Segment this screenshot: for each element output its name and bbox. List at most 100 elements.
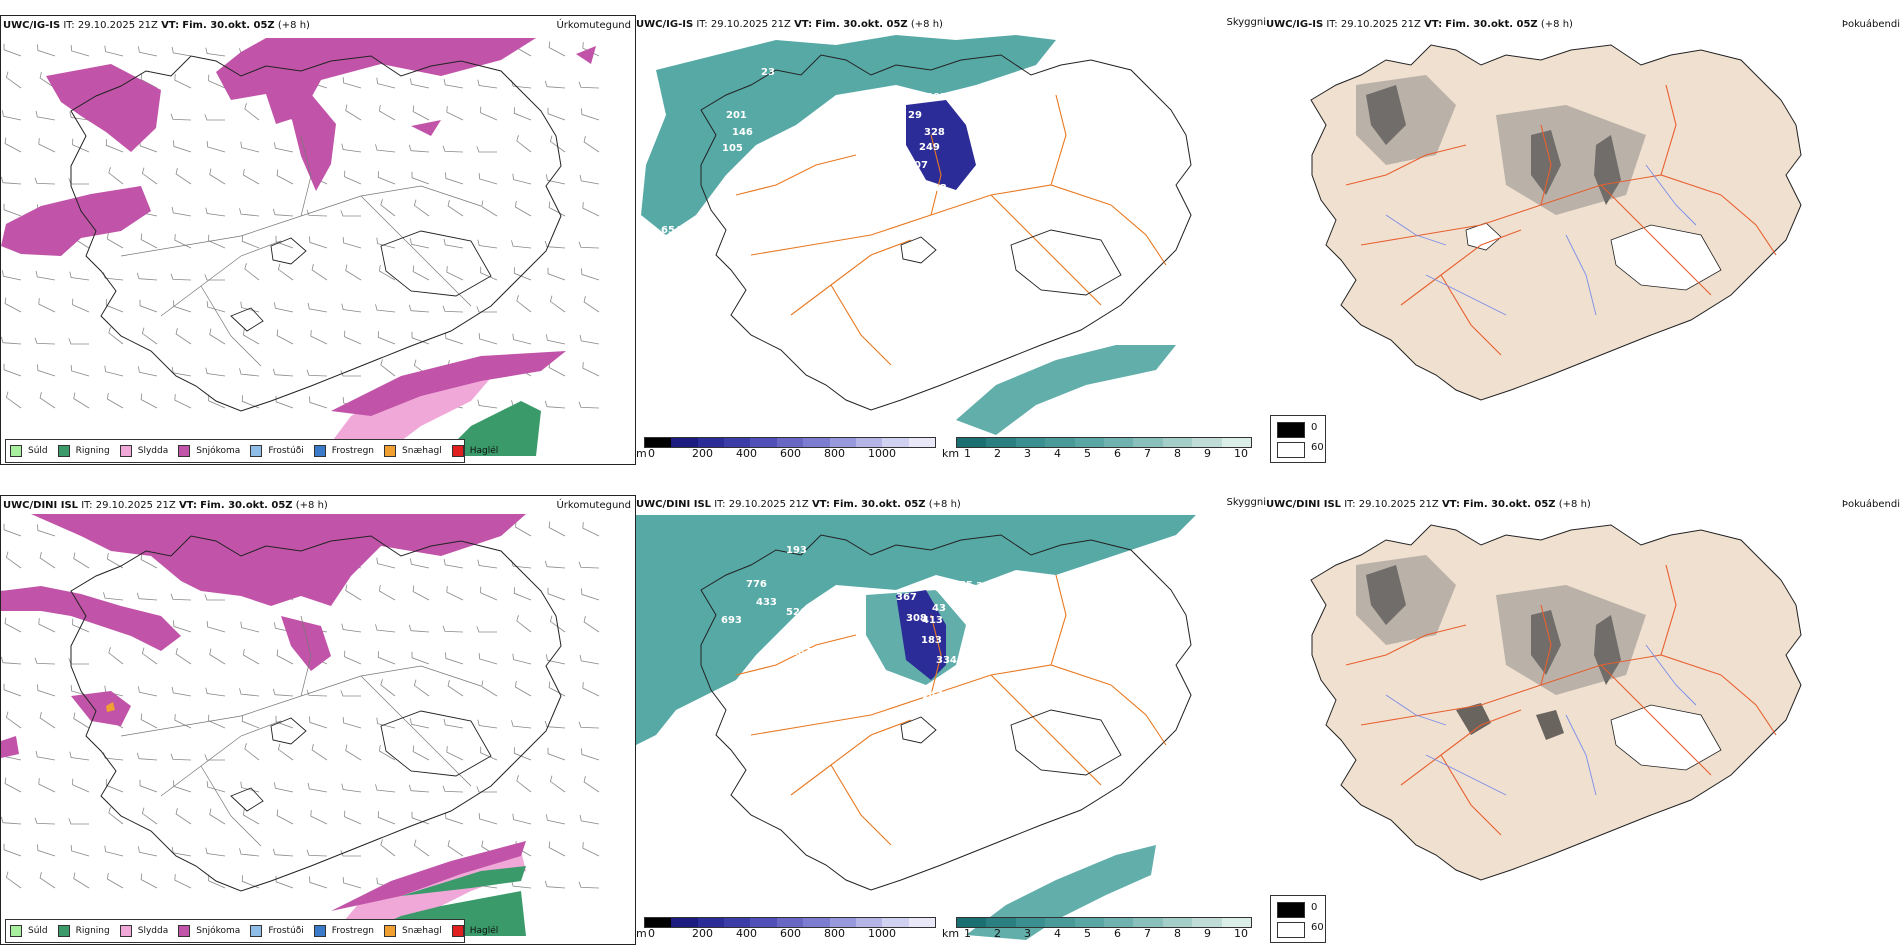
precip-legend-item: Slydda <box>119 445 169 457</box>
colorbar-segment <box>750 438 777 447</box>
precip-title: Úrkomutegund <box>556 20 631 31</box>
precip-title: Úrkomutegund <box>556 500 631 511</box>
cloud-base-label: 146 <box>732 127 753 138</box>
precip-legend: Súld Rigning Slydda Snjókoma Frostúði Frostre… <box>5 439 498 463</box>
colorbar-segment <box>645 438 672 447</box>
precip-panel-row2: UWC/DINI ISL IT: 29.10.2025 21Z VT: Fim.… <box>0 495 636 945</box>
colorbar-tick: 9 <box>1204 927 1211 940</box>
fog-legend-label-0: 0 <box>1311 422 1318 433</box>
fog-legend: 0 60 <box>1270 415 1326 463</box>
colorbar-segment <box>1162 918 1193 927</box>
fog-legend-swatch-1 <box>1277 922 1305 938</box>
low-visibility-area-south <box>956 345 1176 435</box>
colorbar-segment <box>803 918 830 927</box>
model-name: UWC/DINI ISL <box>3 500 79 511</box>
precip-legend-swatch <box>451 925 464 937</box>
precip-legend-item: Frostúði <box>250 445 304 457</box>
colorbar-segment <box>1104 438 1134 447</box>
precip-legend-item: Snæhagl <box>384 445 442 457</box>
cloud-base-label: 51 <box>886 135 900 146</box>
colorbar-tick: 400 <box>736 927 757 940</box>
colorbar-segment <box>829 438 856 447</box>
iceland-coast <box>70 535 562 892</box>
low-visibility-area <box>641 35 1056 235</box>
low-visibility-area <box>636 515 1196 745</box>
colorbar-segment <box>724 918 751 927</box>
colorbar-segment <box>724 438 751 447</box>
colorbar-tick: 600 <box>780 447 801 460</box>
fog-legend-swatch-0 <box>1277 422 1305 438</box>
visibility-colorbar: km 1 2 3 4 5 6 7 8 9 10 <box>942 917 1252 943</box>
precip-legend-label: Frostúði <box>268 926 304 936</box>
colorbar-tick: 6 <box>1114 447 1121 460</box>
colorbar-tick: 10 <box>1234 447 1248 460</box>
colorbar-tick: 400 <box>736 447 757 460</box>
colorbar-segment <box>1015 918 1046 927</box>
precip-legend-swatch <box>384 445 397 457</box>
rain-area <box>356 866 526 936</box>
fog-dark-area <box>1366 85 1621 205</box>
cloud-panel-row2: UWC/DINI ISL IT: 29.10.2025 21Z VT: Fim.… <box>636 495 1266 945</box>
precip-legend-label: Slydda <box>137 926 169 936</box>
precip-map <box>1 38 600 456</box>
visibility-unit: km <box>942 447 960 460</box>
precip-panel-row1: UWC/IG-IS IT: 29.10.2025 21Z VT: Fim. 30… <box>0 15 636 465</box>
colorbar-tick: 8 <box>1174 927 1181 940</box>
cloud-base-label: 43 <box>932 603 946 614</box>
colorbar-segment <box>882 918 909 927</box>
colorbar-tick: 6 <box>1114 927 1121 940</box>
cloud-base-label: 861 <box>861 152 882 163</box>
cloud-title: Skyggni <box>1226 17 1266 28</box>
precip-legend-label: Súld <box>28 926 48 936</box>
fog-legend-swatch-1 <box>1277 442 1305 458</box>
iceland-land <box>1310 524 1802 881</box>
colorbar-segment <box>1015 438 1046 447</box>
colorbar-segment <box>671 438 698 447</box>
precip-legend-swatch <box>57 925 70 937</box>
cloud-base-label: 183 <box>921 635 942 646</box>
precip-legend-item: Súld <box>10 925 48 937</box>
colorbar-tick: 0 <box>648 927 655 940</box>
precip-legend-swatch <box>178 925 191 937</box>
cloud-base-label: 384 <box>976 581 997 592</box>
cloud-base-label: 776 <box>746 579 767 590</box>
fog-header: UWC/DINI ISL IT: 29.10.2025 21Z VT: Fim.… <box>1266 499 1591 510</box>
colorbar-segment <box>645 918 672 927</box>
precip-header: UWC/IG-IS IT: 29.10.2025 21Z VT: Fim. 30… <box>3 20 310 31</box>
fog-header: UWC/IG-IS IT: 29.10.2025 21Z VT: Fim. 30… <box>1266 19 1573 30</box>
precip-legend-label: Snæhagl <box>402 926 442 936</box>
precip-legend-label: Slydda <box>137 446 169 456</box>
colorbar-tick: 8 <box>1174 447 1181 460</box>
precip-map <box>1 514 600 941</box>
colorbar-tick: 1 <box>964 927 971 940</box>
height-colorbar: m 0 200 400 600 800 1000 <box>636 437 936 463</box>
fog-title: Þokuábendi <box>1841 19 1900 30</box>
precip-legend-item: Rigning <box>57 925 110 937</box>
precip-legend-swatch <box>451 445 464 457</box>
cloud-base-label: 77 <box>996 585 1010 596</box>
sleet-area <box>321 366 501 456</box>
precip-legend-swatch <box>250 445 263 457</box>
colorbar-segment <box>1162 438 1193 447</box>
cloud-base-label: 07 <box>914 160 928 171</box>
cloud-header: UWC/IG-IS IT: 29.10.2025 21Z VT: Fim. 30… <box>636 19 943 30</box>
colorbar-tick: 4 <box>1054 447 1061 460</box>
precip-legend-swatch <box>10 925 22 937</box>
precip-legend: Súld Rigning Slydda Snjókoma Frostúði Frostre… <box>5 919 498 943</box>
cloud-base-label: 367 <box>896 592 917 603</box>
cloud-base-label: 334 <box>936 655 957 666</box>
precip-legend-item: Frostregn <box>313 445 374 457</box>
snow-area <box>1 514 526 758</box>
colorbar-segment <box>855 918 883 927</box>
fog-panel-row1: UWC/IG-IS IT: 29.10.2025 21Z VT: Fim. 30… <box>1266 15 1900 465</box>
cloud-base-label: 433 <box>756 597 777 608</box>
colorbar-segment <box>855 438 883 447</box>
precip-legend-item: Haglél <box>451 445 498 457</box>
precip-legend-swatch <box>57 445 70 457</box>
init-time: 29.10.2025 21Z <box>95 500 176 511</box>
glacier-white <box>1610 704 1722 771</box>
colorbar-tick: 3 <box>1024 447 1031 460</box>
precip-legend-swatch <box>10 445 22 457</box>
low-visibility-area-south <box>966 845 1156 940</box>
